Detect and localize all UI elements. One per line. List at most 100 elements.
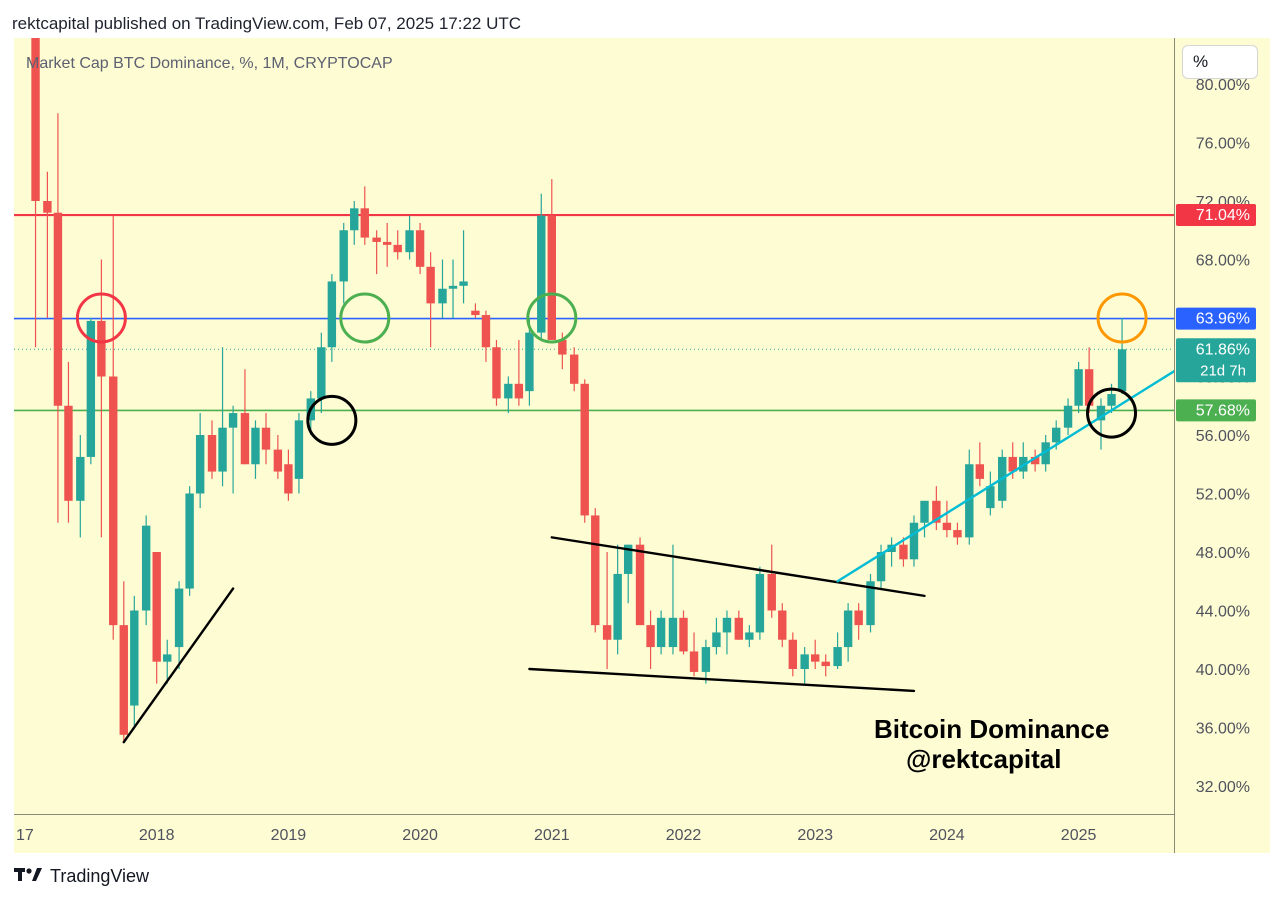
highlight-circle xyxy=(339,292,391,344)
candle-body xyxy=(43,201,52,213)
candle-body xyxy=(438,288,447,304)
price-tag-label: 71.04% xyxy=(1196,207,1250,224)
candle-body xyxy=(76,456,85,501)
candle-body xyxy=(788,639,798,669)
candle-body xyxy=(195,435,205,494)
candle-body xyxy=(1041,442,1050,465)
candle-body xyxy=(350,208,359,231)
y-tick-label: 32.00% xyxy=(1196,779,1250,796)
x-tick-label: 17 xyxy=(16,827,34,844)
candle-body xyxy=(1096,405,1106,421)
candle-body xyxy=(327,281,337,348)
y-tick-label: 68.00% xyxy=(1196,253,1250,270)
candle-body xyxy=(86,320,96,457)
candle-body xyxy=(1117,349,1127,392)
x-tick-label: 2024 xyxy=(929,827,965,844)
x-tick-label: 2019 xyxy=(271,827,307,844)
candle-body xyxy=(218,427,227,472)
highlight-circle xyxy=(75,292,127,344)
candle-body xyxy=(580,383,589,516)
candle-body xyxy=(986,486,995,509)
candle-body xyxy=(591,515,600,626)
candle-body xyxy=(273,449,283,472)
candle-body xyxy=(646,625,655,648)
candle-body xyxy=(1107,394,1116,406)
candle-body xyxy=(537,215,546,333)
candle-body xyxy=(953,530,962,538)
candle-body xyxy=(174,588,184,648)
candle-body xyxy=(547,215,556,340)
candle-body xyxy=(800,654,809,669)
percent-scale-button[interactable]: % xyxy=(1182,45,1258,79)
candle-body xyxy=(251,427,260,465)
candle-body xyxy=(965,464,974,538)
candle-body xyxy=(602,625,612,640)
candle-body xyxy=(284,464,293,494)
price-tag xyxy=(1176,338,1256,383)
footer-branding: TradingView xyxy=(14,866,149,887)
highlight-circle xyxy=(306,394,358,446)
candle-body xyxy=(899,544,908,560)
candle-body xyxy=(701,647,711,672)
candle-body xyxy=(360,208,369,238)
plot-area[interactable] xyxy=(14,38,1174,814)
candle-body xyxy=(141,525,151,611)
candle-body xyxy=(163,654,172,662)
candle-body xyxy=(656,617,666,648)
candle-body xyxy=(833,647,842,667)
x-tick-label: 2023 xyxy=(797,827,833,844)
candle-body xyxy=(405,230,414,253)
candle-body xyxy=(712,632,721,648)
x-tick-label: 2020 xyxy=(402,827,438,844)
candle-body xyxy=(372,237,381,242)
x-tick-label: 2018 xyxy=(139,827,175,844)
trendline xyxy=(528,667,916,693)
candle-body xyxy=(207,435,217,472)
candle-body xyxy=(1074,369,1083,406)
candle-body xyxy=(745,632,754,640)
candle-body xyxy=(185,493,194,589)
price-tag xyxy=(1176,204,1256,227)
price-axis-area[interactable] xyxy=(1174,38,1270,853)
candle-body xyxy=(64,405,73,501)
candle-body xyxy=(240,413,250,465)
candle-body xyxy=(152,552,161,662)
price-tag-countdown: 21d 7h xyxy=(1200,362,1246,379)
candle-body xyxy=(504,383,513,399)
candle-body xyxy=(932,500,941,523)
x-tick-label: 2021 xyxy=(534,827,570,844)
candle-body xyxy=(811,654,820,662)
y-tick-label: 36.00% xyxy=(1196,721,1250,738)
price-tag-label: 57.68% xyxy=(1196,402,1250,419)
price-tag xyxy=(1176,307,1256,330)
trendline xyxy=(122,587,235,744)
tradingview-logo-icon xyxy=(14,866,44,887)
time-axis-separator xyxy=(14,814,1174,815)
y-tick-label: 44.00% xyxy=(1196,604,1250,621)
candle-body xyxy=(722,617,732,633)
price-tag xyxy=(1176,399,1256,422)
candle-body xyxy=(1052,427,1061,443)
time-axis-area[interactable] xyxy=(14,814,1174,853)
annotation-text: @rektcapital xyxy=(906,744,1061,774)
candle-body xyxy=(31,38,40,201)
y-tick-label: 76.00% xyxy=(1196,136,1250,153)
x-tick-label: 2025 xyxy=(1061,827,1097,844)
candle-body xyxy=(109,376,118,626)
candle-body xyxy=(228,413,238,428)
candle-body xyxy=(623,544,633,574)
candle-body xyxy=(481,315,491,348)
candle-body xyxy=(635,544,645,626)
candle-body xyxy=(843,610,853,648)
candle-body xyxy=(459,281,468,286)
candle-body xyxy=(821,661,830,667)
candle-body xyxy=(613,573,622,640)
candle-body xyxy=(866,581,875,626)
candle-body xyxy=(734,617,744,640)
candle-body xyxy=(130,610,139,706)
candle-body xyxy=(261,427,271,450)
candle-body xyxy=(53,212,63,406)
candle-body xyxy=(492,347,501,399)
highlight-circle xyxy=(526,292,578,344)
